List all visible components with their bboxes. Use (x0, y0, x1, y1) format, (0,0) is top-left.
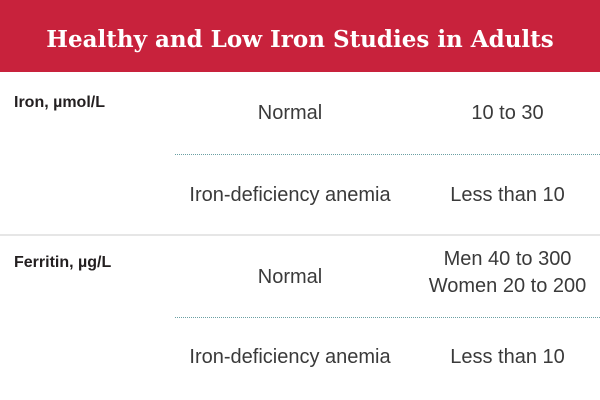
iron-anemia-value: Less than 10 (450, 184, 565, 206)
iron-section: Iron, µmol/L Normal 10 to 30 Iron-defici… (0, 72, 600, 234)
ferritin-section: Ferritin, µg/L Normal Men 40 to 300 Wome… (0, 236, 600, 400)
section-divider (0, 234, 600, 236)
ferritin-normal-value-men: Men 40 to 300 (443, 248, 572, 270)
ferritin-label: Ferritin, µg/L (14, 254, 112, 271)
iron-normal-condition: Normal (257, 102, 323, 124)
row-divider (175, 154, 600, 155)
ferritin-anemia-value: Less than 10 (450, 346, 565, 368)
ferritin-normal-value-women: Women 20 to 200 (428, 275, 587, 297)
ferritin-normal-condition: Normal (257, 266, 323, 288)
row-divider (175, 317, 600, 318)
page-title: Healthy and Low Iron Studies in Adults (46, 25, 554, 53)
ferritin-anemia-condition: Iron-deficiency anemia (189, 346, 391, 368)
iron-label: Iron, µmol/L (14, 94, 105, 111)
iron-anemia-condition: Iron-deficiency anemia (189, 184, 391, 206)
iron-normal-value: 10 to 30 (471, 102, 544, 124)
ferritin-normal-value: Men 40 to 300 Women 20 to 200 (420, 246, 595, 300)
title-banner: Healthy and Low Iron Studies in Adults (0, 0, 600, 72)
